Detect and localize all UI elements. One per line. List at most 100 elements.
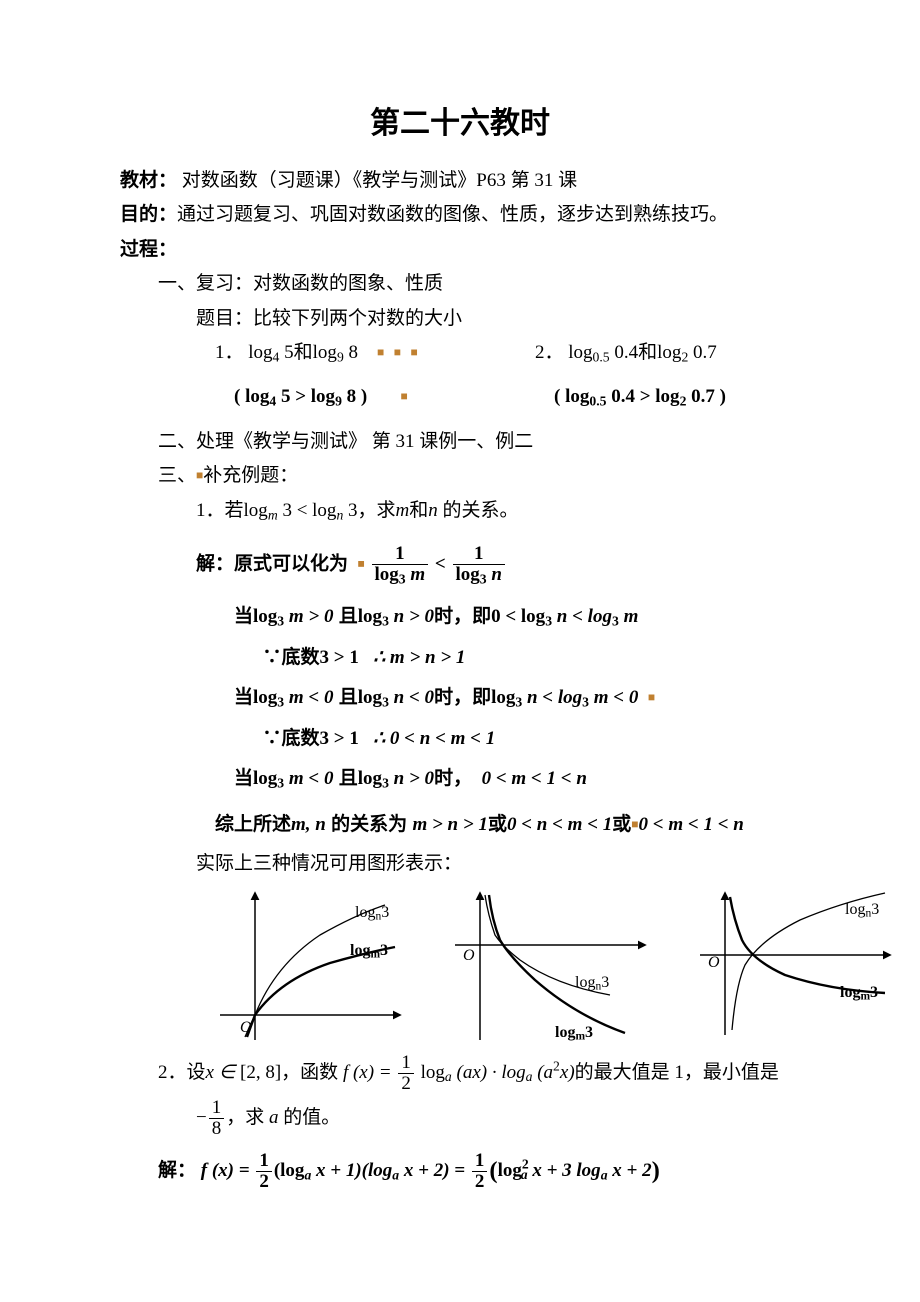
c3-when: 当 bbox=[234, 768, 253, 789]
c1-then: 时，即 bbox=[434, 606, 491, 627]
case3: 当log3 m < 0 且log3 n > 0时， 0 < m < 1 < n bbox=[120, 764, 800, 794]
q2b-val: 0.7 bbox=[688, 342, 717, 363]
c2-when: 当 bbox=[234, 687, 253, 708]
frac-1-8: 18 bbox=[209, 1098, 225, 1139]
q2a-log: log bbox=[568, 342, 592, 363]
neg18-d: 8 bbox=[209, 1118, 225, 1139]
sum-pre: 综上所述 bbox=[215, 814, 291, 835]
p2sol-t4v: x + 2 bbox=[608, 1160, 652, 1181]
dot-icon: ■ bbox=[358, 557, 365, 571]
sec1-line2: 题目：比较下列两个对数的大小 bbox=[120, 304, 800, 334]
c1-r1: 0 < log bbox=[491, 606, 545, 627]
c2-r1b2: 3 bbox=[582, 695, 589, 710]
dot-icon: ■ bbox=[377, 345, 384, 359]
p2sol-t2v: x + 2) = bbox=[399, 1160, 470, 1181]
dot-icon: ■ bbox=[196, 468, 203, 482]
p1-lmv: 3 < log bbox=[278, 500, 337, 521]
logm3-label: logm3 bbox=[840, 980, 878, 1006]
logn3-label: logn3 bbox=[575, 970, 609, 996]
frac-half-2: 12 bbox=[256, 1151, 272, 1192]
c1-and: 且 bbox=[334, 606, 358, 627]
dot-icon: ■ bbox=[631, 817, 638, 831]
sec2: 二、处理《教学与测试》 第 31 课例一、例二 bbox=[120, 427, 800, 457]
sum-r2: 0 < n < m < 1 bbox=[507, 814, 612, 835]
note: 实际上三种情况可用图形表示： bbox=[120, 849, 800, 879]
a1-b2: 9 bbox=[335, 394, 342, 409]
p1-n: n bbox=[428, 500, 438, 521]
p2sol-fx: f (x) = bbox=[201, 1160, 255, 1181]
p2sol-t1: (log bbox=[274, 1160, 305, 1181]
q2b-log: log bbox=[657, 342, 681, 363]
neg18-n: 1 bbox=[209, 1098, 225, 1118]
q2-and: 和 bbox=[638, 342, 657, 363]
c1-r1b: 3 bbox=[545, 614, 552, 629]
frac-d2l: log bbox=[456, 564, 480, 585]
c1-r1v: n < log bbox=[552, 606, 612, 627]
frac-d1l: log bbox=[375, 564, 399, 585]
origin-label: O bbox=[708, 950, 720, 976]
p1-mid: ，求 bbox=[358, 500, 396, 521]
sum-or2: 或 bbox=[612, 814, 631, 835]
c2-and: 且 bbox=[334, 687, 358, 708]
case1-so: ∵底数3 > 1 ∴ m > n > 1 bbox=[120, 643, 800, 673]
a2: ( log0.5 0.4 > log2 0.7 ) bbox=[554, 382, 726, 412]
frac-lt: < bbox=[435, 554, 451, 575]
c2-so: ∵底数 bbox=[263, 728, 320, 749]
page-title: 第二十六教时 bbox=[120, 100, 800, 148]
sec1-answers: ( log4 5 > log9 8 ) ■ ( log0.5 0.4 > log… bbox=[120, 382, 800, 412]
a1-l: ( log bbox=[234, 386, 269, 407]
half-d: 2 bbox=[398, 1073, 414, 1094]
big-lparen: ( bbox=[489, 1157, 497, 1184]
c1-bv: n > 0 bbox=[389, 606, 434, 627]
p2sol-t3b: a bbox=[521, 1167, 528, 1182]
case2-so: ∵底数3 > 1 ∴ 0 < n < m < 1 bbox=[120, 724, 800, 754]
sum-mn: m, n bbox=[291, 814, 326, 835]
p1-sol: 解：原式可以化为 ■ 1 log3 m < 1 log3 n bbox=[120, 544, 800, 587]
half-n: 1 bbox=[398, 1053, 414, 1073]
material-line: 教材： 对数函数（习题课）《教学与测试》P63 第 31 课 bbox=[120, 166, 800, 196]
c2-r1: log bbox=[491, 687, 515, 708]
q2a-val: 0.4 bbox=[610, 342, 639, 363]
a1-v1: 5 > log bbox=[276, 386, 335, 407]
logn3-label: logn3 bbox=[845, 897, 879, 923]
frac-1-logm: 1 log3 m bbox=[372, 544, 429, 587]
c2-r1v: n < log bbox=[522, 687, 582, 708]
a2-v1: 0.4 > log bbox=[606, 386, 679, 407]
c3-bb: 3 bbox=[382, 775, 389, 790]
c2-av: m < 0 bbox=[284, 687, 333, 708]
origin-label: O bbox=[463, 943, 475, 969]
case2: 当log3 m < 0 且log3 n < 0时，即log3 n < log3 … bbox=[120, 683, 800, 713]
c3-bv: n > 0 bbox=[389, 768, 434, 789]
c1-when: 当 bbox=[234, 606, 253, 627]
material-text: 对数函数（习题课）《教学与测试》P63 第 31 课 bbox=[177, 170, 577, 191]
p2-log1: log bbox=[416, 1062, 445, 1083]
p2: 2．设x ∈ [2, 8]，函数 f (x) = 12 loga (ax) · … bbox=[120, 1053, 800, 1094]
goal-line: 目的：通过习题复习、巩固对数函数的图像、性质，逐步达到熟练技巧。 bbox=[120, 200, 800, 230]
case1: 当log3 m > 0 且log3 n > 0时，即0 < log3 n < l… bbox=[120, 602, 800, 632]
p2-log2v: (a bbox=[532, 1062, 553, 1083]
c1-b: log bbox=[358, 606, 382, 627]
p1-m: m bbox=[396, 500, 410, 521]
q1b-val: 8 bbox=[344, 342, 358, 363]
process-label: 过程： bbox=[120, 239, 177, 260]
sum-r1: m > n > 1 bbox=[412, 814, 488, 835]
goal-label: 目的： bbox=[120, 204, 177, 225]
sol-label: 解：原式可以化为 bbox=[196, 554, 348, 575]
p2sol-t4b: a bbox=[601, 1167, 608, 1182]
p2-mid1: ，函数 bbox=[281, 1062, 343, 1083]
frac-n1: 1 bbox=[395, 543, 405, 564]
chart-1: O logn3 logm3 bbox=[200, 885, 410, 1045]
p2-mid2: 的最大值是 1，最小值是 bbox=[575, 1062, 779, 1083]
c1-base: 3 > 1 bbox=[320, 647, 359, 668]
c1-r1b2: 3 bbox=[612, 614, 619, 629]
p2-cont: −18，求 a 的值。 bbox=[120, 1098, 800, 1139]
material-label: 教材： bbox=[120, 170, 177, 191]
frac-d2v: n bbox=[487, 564, 502, 585]
p2-pre: 设 bbox=[187, 1062, 206, 1083]
c2-b: log bbox=[358, 687, 382, 708]
chart-row: O logn3 logm3 O logn3 logm3 O logn bbox=[200, 885, 900, 1045]
goal-text: 通过习题复习、巩固对数函数的图像、性质，逐步达到熟练技巧。 bbox=[177, 204, 728, 225]
a2-b1: 0.5 bbox=[589, 394, 606, 409]
sum-r3: 0 < m < 1 < n bbox=[639, 814, 744, 835]
p2-log2v2: x) bbox=[560, 1062, 575, 1083]
